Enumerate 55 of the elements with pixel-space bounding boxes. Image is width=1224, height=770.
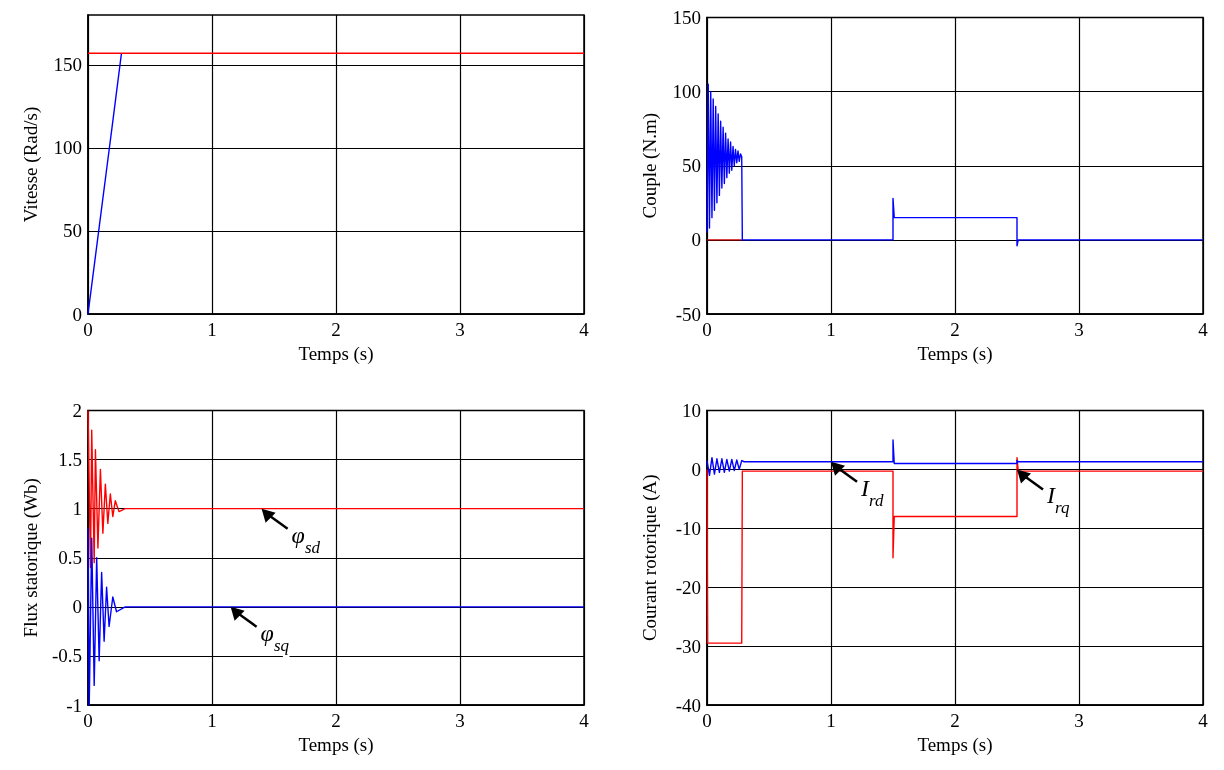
line-series <box>706 456 1204 644</box>
y-tick-label: 100 <box>672 81 701 103</box>
x-tick-label: 4 <box>579 710 590 731</box>
x-tick-label: 1 <box>826 319 836 340</box>
x-tick-label: 2 <box>331 319 341 340</box>
annotation: I$_{rd}$ <box>860 474 884 510</box>
y-axis-title: Vitesse (Rad/s) <box>20 106 42 223</box>
x-tick-label: 1 <box>826 710 836 731</box>
y-tick-label: 0.5 <box>58 547 82 569</box>
annotation: I$_{rq}$ <box>1046 482 1070 517</box>
y-tick-label: 10 <box>682 400 701 421</box>
x-axis-title: Temps (s) <box>917 734 993 756</box>
x-axis-title: Temps (s) <box>298 343 374 365</box>
x-axis-title: Temps (s) <box>298 734 374 756</box>
y-axis-title: Courant rotorique (A) <box>639 474 661 642</box>
y-tick-label: -10 <box>675 517 701 539</box>
y-tick-label: -40 <box>675 694 701 716</box>
annotation: φ$_{sd}$ <box>291 521 321 557</box>
y-tick-label: -20 <box>675 576 701 598</box>
y-tick-label: -1 <box>66 694 82 716</box>
x-tick-label: 4 <box>1198 319 1209 340</box>
y-tick-label: 1 <box>72 498 82 520</box>
x-tick-label: 3 <box>1074 319 1084 340</box>
x-axis-title: Temps (s) <box>917 343 993 365</box>
x-tick-label: 3 <box>1074 710 1084 731</box>
y-tick-label: -50 <box>675 303 701 325</box>
y-tick-label: 150 <box>672 7 701 28</box>
y-tick-label: 50 <box>63 220 82 242</box>
x-tick-label: 3 <box>455 710 465 731</box>
y-tick-label: 0 <box>691 229 701 251</box>
x-tick-label: 4 <box>579 319 590 340</box>
y-tick-label: 0 <box>72 303 82 325</box>
annotation: φ$_{sq}$ <box>260 619 290 655</box>
x-tick-label: 1 <box>207 319 217 340</box>
line-series <box>87 409 585 569</box>
y-tick-label: 150 <box>53 54 82 76</box>
x-tick-label: 2 <box>331 710 341 731</box>
x-tick-label: 2 <box>950 319 960 340</box>
y-tick-label: 0 <box>72 596 82 618</box>
y-tick-label: 1.5 <box>58 449 82 471</box>
y-tick-label: -30 <box>675 635 701 657</box>
y-tick-label: 100 <box>53 137 82 159</box>
y-axis-title: Flux statorique (Wb) <box>20 478 42 638</box>
y-tick-label: 50 <box>682 155 701 177</box>
x-tick-label: 1 <box>207 710 217 731</box>
y-tick-label: -0.5 <box>51 645 82 667</box>
x-tick-label: 4 <box>1198 710 1209 731</box>
line-series <box>706 439 1204 476</box>
x-tick-label: 2 <box>950 710 960 731</box>
x-tick-label: 3 <box>455 319 465 340</box>
y-tick-label: 2 <box>72 400 82 421</box>
y-axis-title: Couple (N.m) <box>639 112 661 219</box>
line-series <box>706 83 1204 247</box>
line-series <box>87 52 123 315</box>
y-tick-label: 0 <box>691 458 701 480</box>
